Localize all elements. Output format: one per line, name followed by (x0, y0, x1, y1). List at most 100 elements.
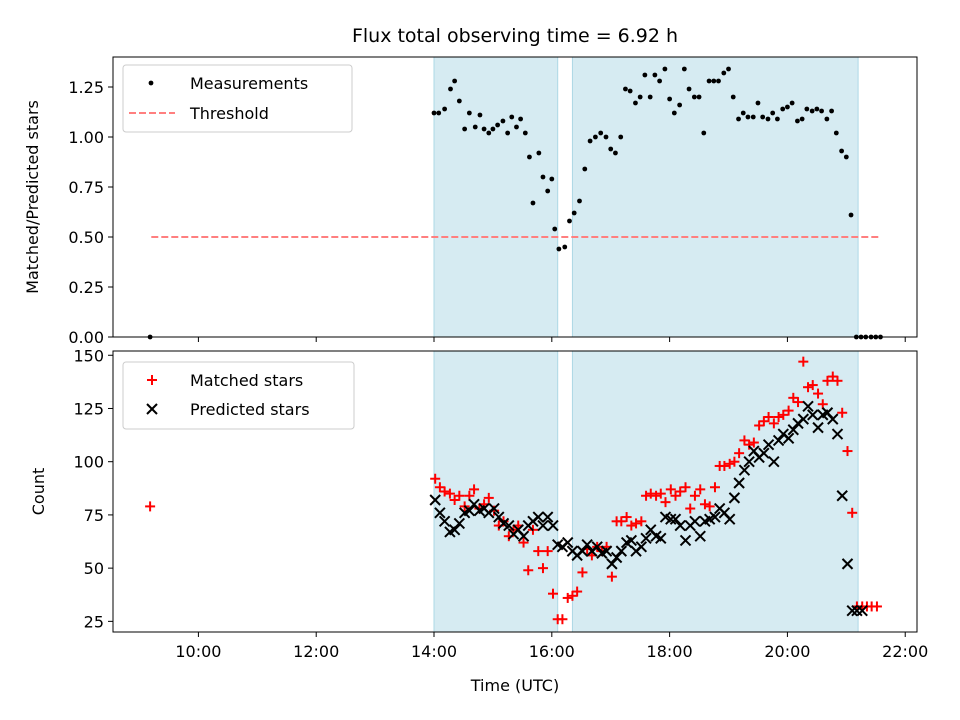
x-tick-label: 14:00 (411, 642, 457, 661)
matched-star-point (518, 537, 529, 548)
matched-star-point (651, 490, 662, 501)
matched-star-point (572, 586, 583, 597)
measurement-point (652, 72, 658, 78)
matched-star-point (724, 458, 735, 469)
measurement-point (582, 166, 588, 172)
legend-label-predicted: Predicted stars (190, 400, 310, 419)
predicted-star-point (762, 438, 775, 451)
measurement-point (452, 78, 458, 84)
legend-marker-matched (147, 375, 157, 385)
predicted-star-point (655, 532, 667, 545)
x-marker-b (709, 511, 721, 523)
x-marker-b (517, 530, 530, 542)
ratio-x-axis (197, 337, 906, 342)
ratio-panel: 0.00 0.25 0.50 0.75 1.00 1.25 Flux total obse… (23, 25, 918, 347)
measurement-point (706, 78, 712, 84)
x-marker-b (488, 502, 500, 515)
observing-window (433, 56, 559, 338)
x-marker-b (728, 492, 741, 504)
measurement-point (627, 88, 633, 94)
measurement-point (701, 130, 707, 136)
matched-star-point (547, 588, 558, 599)
predicted-star-point (532, 511, 544, 523)
measurement-point (809, 108, 815, 114)
predicted-star-point (797, 413, 810, 425)
matched-star-point (709, 482, 720, 493)
x-marker-b (762, 438, 775, 451)
measurement-point (527, 154, 532, 160)
count-legend: Matched stars Predicted stars (122, 361, 355, 430)
matched-star-point (748, 437, 759, 448)
matched-star-point (695, 484, 706, 495)
matched-star-point (444, 488, 455, 499)
measurement-point (760, 114, 766, 120)
measurement-point (799, 116, 805, 122)
observing-windows (433, 350, 859, 633)
predicted-star-point (503, 519, 515, 532)
measurement-point (486, 130, 492, 136)
x-marker-b (645, 524, 657, 536)
predicted-star-point (812, 421, 824, 434)
x-marker-b (782, 432, 795, 444)
count-y-axis-label: Count (29, 468, 48, 516)
x-marker-b (640, 532, 652, 545)
matched-star-point (430, 473, 441, 484)
matched-star-point (768, 418, 779, 429)
ratio-legend-box (122, 64, 353, 133)
matched-star-point (660, 497, 671, 508)
measurement-point (824, 116, 830, 122)
count-y-axis: 25 50 75 100 125 150 (73, 346, 113, 631)
count-panel: 25 50 75 100 125 150 10:00 12:00 14:00 16:00 18:0… (29, 346, 928, 695)
measurement-point (477, 112, 483, 118)
x-marker-b (468, 498, 480, 510)
ratio-legend: Measurements Threshold (122, 64, 353, 133)
x-axis-label: Time (UTC) (470, 676, 559, 695)
measurement-point (530, 200, 536, 206)
matched-star-point (636, 516, 647, 527)
y-tick-label: 0.25 (68, 278, 104, 297)
measurement-point (431, 110, 437, 116)
predicted-star-point (635, 541, 648, 553)
measurement-point (765, 116, 771, 122)
predicted-star-point (709, 511, 721, 523)
x-marker-b (581, 539, 593, 551)
matched-star-point (562, 592, 573, 603)
measurement-point (667, 96, 673, 102)
measurement-point (657, 78, 663, 84)
measurement-point (462, 126, 468, 132)
ratio-plot-frame (112, 56, 918, 338)
predicted-star-point (541, 511, 554, 523)
matched-star-point (773, 411, 784, 422)
predicted-star-point (846, 605, 858, 617)
measurement-point (536, 150, 542, 156)
predicted-star-point (615, 545, 628, 557)
x-marker-b (576, 545, 589, 557)
measurement-point (711, 78, 717, 84)
matched-star-point (704, 501, 715, 512)
legend-marker-measurements (148, 80, 154, 86)
predicted-star-point (453, 517, 466, 530)
matched-star-point (822, 375, 833, 386)
x-marker-b (547, 519, 559, 532)
predicted-star-point (562, 536, 574, 549)
measurement-point (686, 86, 692, 92)
x-marker-b (503, 519, 515, 532)
legend-label-matched: Matched stars (190, 371, 303, 390)
matched-star-point (807, 380, 818, 391)
measurement-point (509, 114, 515, 120)
matched-stars-series (145, 356, 882, 625)
x-marker-b (743, 455, 755, 468)
matched-star-point (533, 546, 544, 557)
matched-star-point (439, 486, 450, 497)
predicted-star-point (576, 545, 589, 557)
predicted-star-point (581, 539, 593, 551)
measurement-point (456, 98, 462, 104)
predicted-star-point (517, 530, 530, 542)
legend-marker-predicted (146, 403, 158, 415)
measurement-point (540, 174, 546, 180)
matched-star-point (832, 375, 843, 386)
measurement-point (552, 226, 558, 232)
predicted-star-point (723, 513, 736, 525)
x-marker-b (146, 403, 158, 415)
